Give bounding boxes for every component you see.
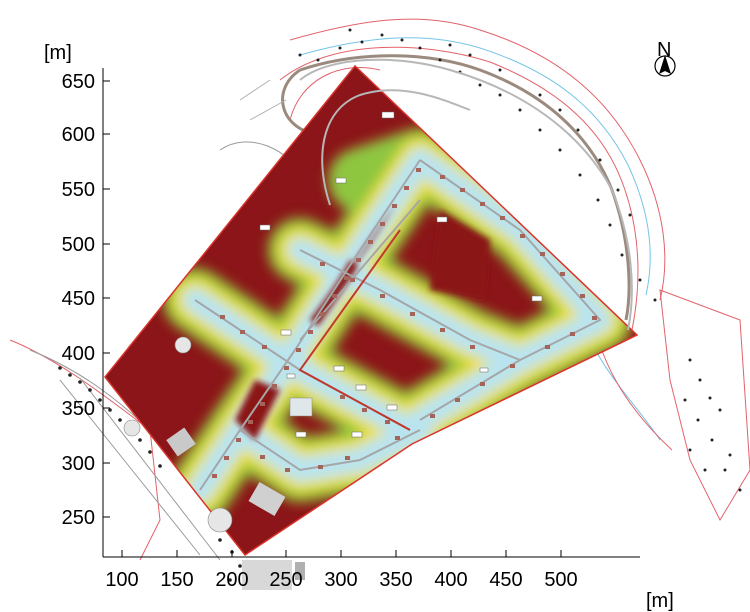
x-tick-label: 300 xyxy=(324,569,357,591)
loop-road xyxy=(299,58,633,331)
x-axis-ticks xyxy=(121,550,562,557)
y-tick-labels: 650 600 550 500 450 400 350 300 250 xyxy=(62,71,95,529)
x-tick-label: 200 xyxy=(215,569,248,591)
plot-axes xyxy=(102,68,640,558)
x-tick-label: 500 xyxy=(544,569,577,591)
x-axis-unit: [m] xyxy=(646,590,674,612)
y-tick-label: 550 xyxy=(62,179,95,201)
y-tick-label: 600 xyxy=(62,124,95,146)
y-axis-unit: [m] xyxy=(44,42,72,64)
x-tick-label: 400 xyxy=(434,569,467,591)
central-plaza xyxy=(289,397,313,417)
north-arrow: N xyxy=(654,39,676,77)
noise-contour-area xyxy=(104,64,639,557)
y-tick-label: 500 xyxy=(62,234,95,256)
x-tick-label: 150 xyxy=(160,569,193,591)
x-tick-label: 450 xyxy=(489,569,522,591)
north-arrow-icon xyxy=(654,55,676,77)
north-letter: N xyxy=(657,39,671,61)
y-tick-label: 650 xyxy=(62,71,95,93)
y-axis-ticks xyxy=(103,80,110,518)
main-axis-road xyxy=(298,229,411,431)
entrance-structures xyxy=(123,336,305,590)
x-tick-label: 100 xyxy=(105,569,138,591)
x-tick-label: 250 xyxy=(269,569,302,591)
x-tick-label: 350 xyxy=(379,569,412,591)
y-tick-label: 300 xyxy=(62,453,95,475)
x-tick-labels: 100 150 200 250 300 350 400 450 500 xyxy=(105,569,577,591)
buildings xyxy=(212,168,597,478)
y-tick-label: 250 xyxy=(62,507,95,529)
y-tick-label: 450 xyxy=(62,288,95,310)
y-tick-label: 400 xyxy=(62,343,95,365)
y-tick-label: 350 xyxy=(62,398,95,420)
